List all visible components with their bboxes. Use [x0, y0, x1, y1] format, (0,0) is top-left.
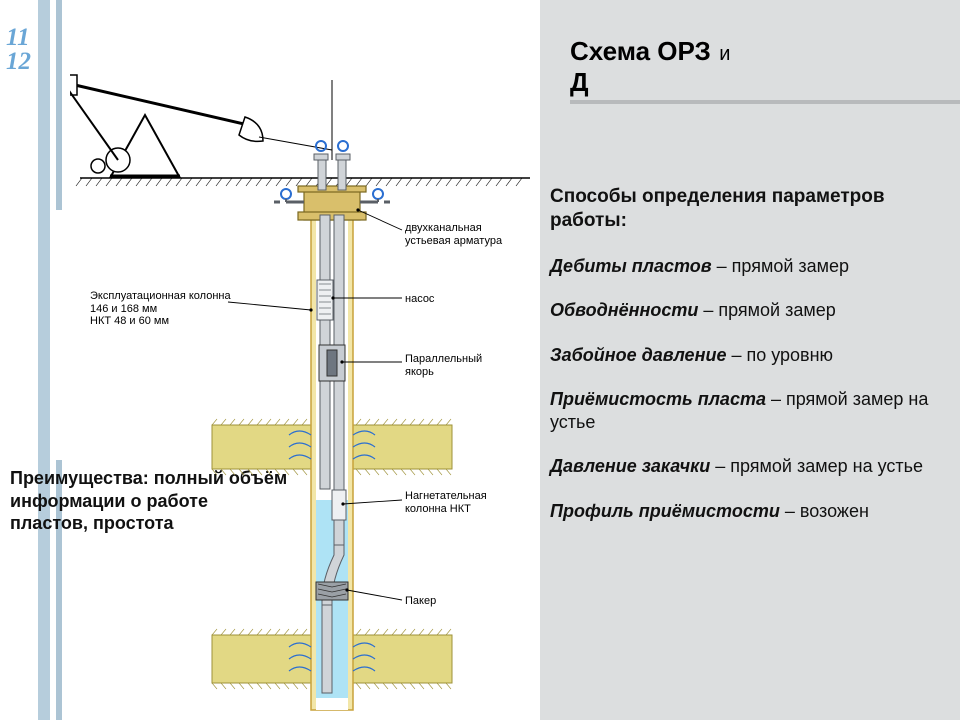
param-desc: – по уровню	[731, 345, 833, 365]
param-row: Приёмистость пласта – прямой замер на ус…	[550, 388, 940, 433]
label-inj-tubing: Нагнетательная колонна НКТ	[405, 490, 487, 515]
title-main: Схема ОРЗ	[570, 36, 711, 66]
decor-bar-1	[38, 0, 50, 720]
param-row: Давление закачки – прямой замер на устье	[550, 455, 940, 478]
label-anchor: Параллельный якорь	[405, 353, 482, 378]
param-row: Дебиты пластов – прямой замер	[550, 255, 940, 278]
title-suffix: Д	[570, 67, 589, 97]
label-pump: насос	[405, 293, 434, 306]
param-term: Приёмистость пласта	[550, 389, 766, 409]
param-row: Профиль приёмистости – возожен	[550, 500, 940, 523]
label-prod-casing: Эксплуатационная колонна 146 и 168 мм НК…	[90, 290, 231, 328]
slide-title: Схема ОРЗ и Д	[570, 36, 960, 104]
param-term: Забойное давление	[550, 345, 726, 365]
param-term: Профиль приёмистости	[550, 501, 780, 521]
param-term: Дебиты пластов	[550, 256, 712, 276]
param-term: Давление закачки	[550, 456, 710, 476]
decor-bar-2	[56, 0, 62, 210]
well-diagram: двухканальная устьевая арматура Эксплуат…	[70, 10, 540, 720]
param-row: Забойное давление – по уровню	[550, 344, 940, 367]
param-row: Обводнённости – прямой замер	[550, 299, 940, 322]
param-desc: – прямой замер на устье	[715, 456, 923, 476]
slide-number: 11 12	[6, 26, 31, 74]
param-term: Обводнённости	[550, 300, 698, 320]
label-packer: Пакер	[405, 595, 436, 608]
section-heading: Способы определения параметров работы:	[550, 185, 940, 233]
parameters-block: Способы определения параметров работы: Д…	[550, 185, 940, 544]
param-desc: – прямой замер	[703, 300, 835, 320]
title-and: и	[719, 43, 730, 65]
label-dual-wellhead: двухканальная устьевая арматура	[405, 222, 502, 247]
param-desc: – возожен	[785, 501, 869, 521]
param-desc: – прямой замер	[717, 256, 849, 276]
